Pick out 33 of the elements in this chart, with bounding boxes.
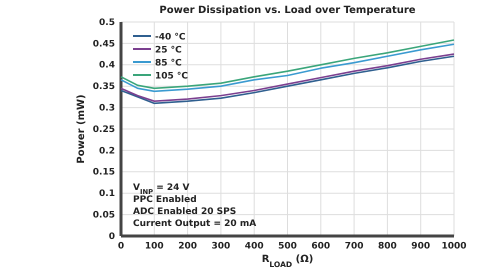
y-tick-label: 0.35 [92, 82, 115, 92]
x-tick-label: 600 [311, 241, 330, 252]
legend-label: -40 °C [155, 32, 186, 42]
x-tick-label: 500 [278, 241, 297, 252]
legend-label: 85 °C [155, 58, 182, 68]
x-tick-label: 1000 [441, 241, 467, 252]
y-tick-label: 0 [108, 232, 115, 242]
x-tick-label: 200 [178, 241, 197, 252]
y-tick-label: 0.15 [92, 168, 115, 178]
y-axis-title: Power (mW) [76, 94, 87, 164]
x-tick-label: 900 [411, 241, 430, 252]
annotation: V$_{INP}$ = 24 V [133, 183, 190, 196]
chart-title: Power Dissipation vs. Load over Temperature [159, 5, 416, 16]
legend-label: 105 °C [155, 72, 188, 82]
y-tick-label: 0.45 [92, 39, 115, 50]
annotation: PPC Enabled [133, 195, 197, 205]
x-tick-label: 300 [212, 241, 230, 252]
y-tick-label: 0.05 [92, 210, 115, 220]
y-tick-label: 0.4 [99, 60, 115, 71]
legend-label: 25 °C [155, 46, 182, 56]
y-tick-label: 0.1 [99, 189, 115, 200]
y-tick-label: 0.5 [99, 18, 115, 28]
x-axis-title: R$_{LOAD}$ (Ω) [262, 254, 314, 268]
y-tick-label: 0.3 [99, 103, 115, 114]
x-tick-label: 100 [144, 241, 164, 252]
x-tick-label: 0 [118, 241, 124, 252]
y-tick-label: 0.2 [99, 146, 115, 156]
x-tick-label: 800 [378, 241, 397, 252]
x-tick-label: 400 [244, 241, 264, 252]
x-tick-label: 700 [344, 241, 364, 252]
y-tick-label: 0.25 [92, 124, 115, 135]
annotation: Current Output = 20 mA [133, 219, 256, 229]
annotation: ADC Enabled 20 SPS [133, 207, 236, 217]
